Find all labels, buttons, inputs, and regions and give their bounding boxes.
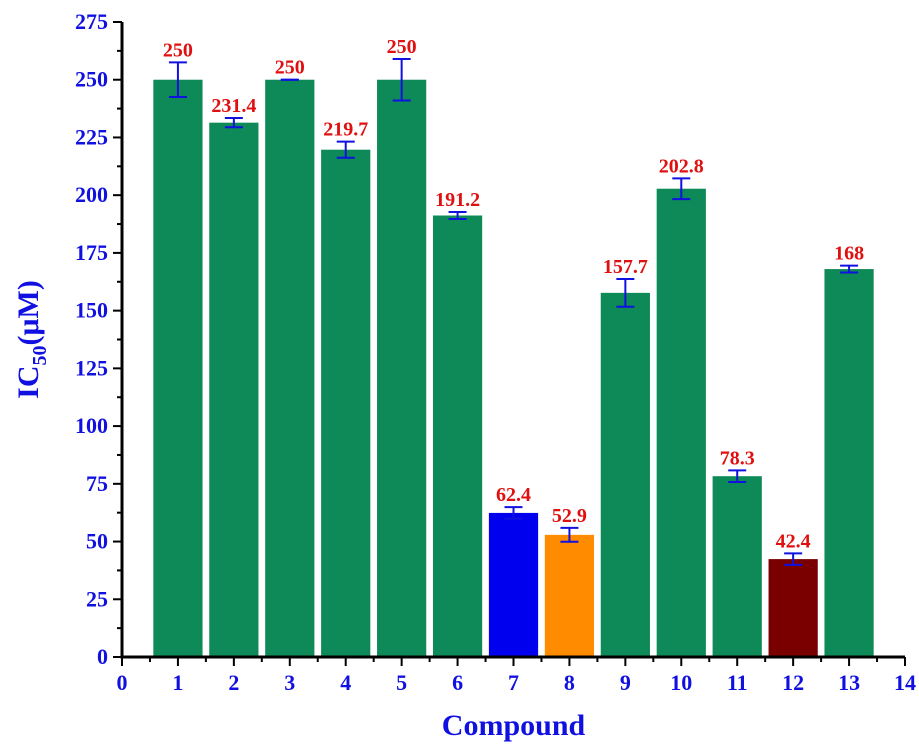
data-label: 202.8	[659, 155, 704, 177]
x-tick-label: 10	[670, 670, 692, 695]
y-tick-label: 250	[75, 67, 108, 92]
x-ticks-layer: 0 1 2 3 4 5 6 7 8 9 10 11 12 13 14	[117, 657, 916, 695]
error-bar	[168, 61, 187, 99]
bar	[712, 476, 762, 657]
data-label: 231.4	[211, 95, 256, 117]
bar	[768, 559, 818, 657]
x-tick-label: 6	[452, 670, 463, 695]
y-tick-label: 100	[75, 413, 108, 438]
y-tick-label: 0	[97, 644, 108, 669]
data-label: 42.4	[776, 530, 811, 552]
x-tick-label: 1	[172, 670, 183, 695]
error-bar	[784, 552, 803, 566]
y-tick-label: 175	[75, 240, 108, 265]
y-tick-label: 25	[86, 586, 108, 611]
data-labels-layer: 250 231.4 250 219.7 250 191.2 62.4 52.9 157.7 202…	[163, 36, 864, 552]
bar	[321, 149, 371, 657]
y-tick-label: 125	[75, 355, 108, 380]
y-axis-title-unit: (μM)	[12, 280, 45, 345]
x-tick-label: 3	[284, 670, 295, 695]
data-label: 191.2	[435, 189, 480, 211]
x-tick-label: 14	[894, 670, 916, 695]
bar	[656, 188, 706, 657]
bar	[488, 512, 539, 657]
error-bar	[672, 177, 691, 201]
bar	[544, 534, 595, 657]
data-label: 62.4	[496, 484, 531, 506]
x-tick-label: 9	[620, 670, 631, 695]
y-axis-title-main: IC	[12, 365, 45, 398]
x-tick-label: 5	[396, 670, 407, 695]
data-label: 250	[163, 39, 193, 61]
y-tick-label: 200	[75, 182, 108, 207]
bar	[824, 269, 874, 657]
error-bar	[728, 469, 747, 483]
bar	[209, 122, 259, 657]
bar	[377, 79, 427, 657]
error-bar	[336, 140, 355, 159]
y-ticks-layer: 0 25 50 75 100 125 150 175 200 225 250 275	[75, 9, 122, 669]
error-bar	[840, 264, 859, 274]
y-tick-label: 225	[75, 124, 108, 149]
error-bar	[448, 211, 467, 220]
x-tick-label: 2	[228, 670, 239, 695]
data-label: 168	[834, 243, 864, 265]
error-bar	[392, 57, 411, 102]
bar	[153, 79, 203, 657]
bar	[600, 292, 650, 657]
error-bar	[504, 506, 523, 520]
x-tick-label: 4	[340, 670, 351, 695]
x-tick-label: 0	[117, 670, 128, 695]
y-tick-label: 275	[75, 9, 108, 34]
error-bar	[616, 278, 635, 308]
data-label: 157.7	[603, 256, 648, 278]
bars-layer	[153, 79, 874, 657]
y-tick-label: 150	[75, 298, 108, 323]
data-label: 219.7	[323, 119, 368, 141]
error-bar	[224, 117, 243, 129]
x-axis-title: Compound	[442, 709, 586, 742]
bar	[432, 215, 483, 657]
error-bars-layer	[168, 57, 859, 566]
x-tick-label: 13	[838, 670, 860, 695]
x-tick-label: 7	[508, 670, 519, 695]
data-label: 78.3	[720, 447, 755, 469]
y-tick-label: 75	[86, 471, 108, 496]
x-tick-label: 8	[564, 670, 575, 695]
data-label: 250	[275, 57, 305, 79]
error-bar	[560, 526, 579, 543]
y-axis-title-subscript: 50	[29, 345, 51, 365]
y-axis-title: IC50(μM)	[12, 280, 51, 399]
data-label: 250	[387, 36, 417, 58]
x-tick-label: 11	[727, 670, 748, 695]
x-tick-label: 12	[782, 670, 804, 695]
y-tick-label: 50	[86, 529, 108, 554]
data-label: 52.9	[552, 505, 587, 527]
bar	[265, 79, 315, 657]
